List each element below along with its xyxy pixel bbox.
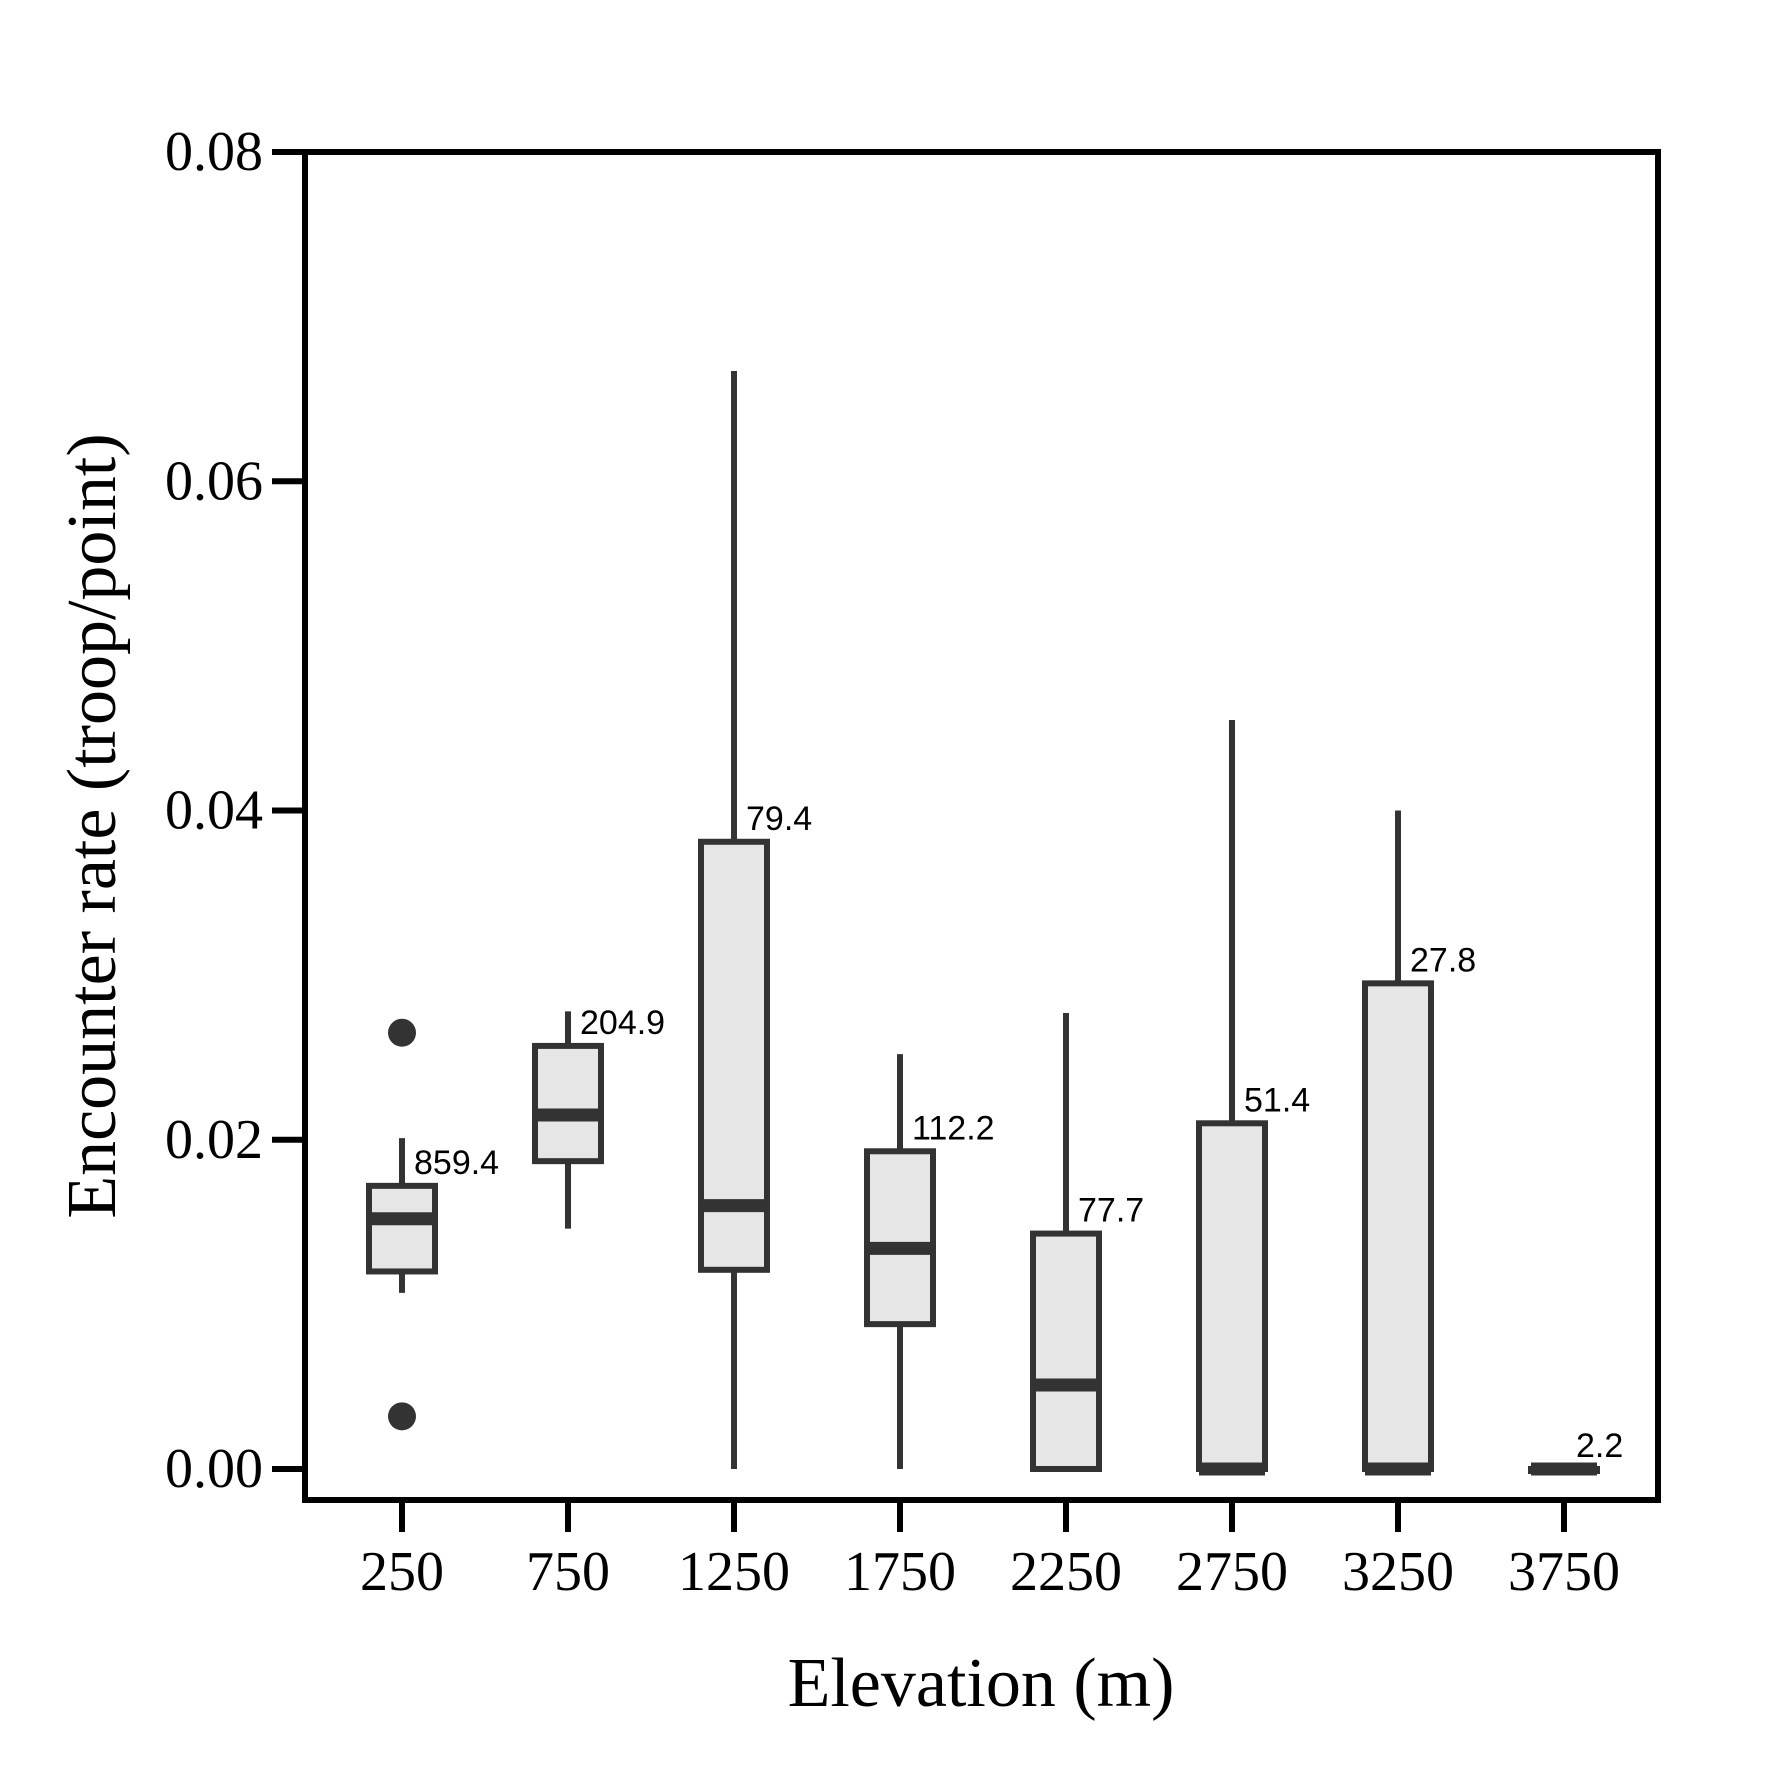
- box-3750: 2.2: [1528, 1427, 1623, 1476]
- box-1250: 79.4: [698, 370, 812, 1469]
- y-tick-label: 0.04: [165, 780, 263, 842]
- box-250: 859.4: [366, 1018, 499, 1431]
- data-label: 79.4: [746, 800, 812, 838]
- data-label: 204.9: [580, 1004, 665, 1042]
- y-tick-label: 0.08: [165, 121, 263, 183]
- y-axis: 0.00 0.02 0.04 0.06 0.08: [165, 121, 305, 1500]
- x-tick-label: 2250: [1010, 1541, 1122, 1603]
- outlier-point: [388, 1402, 416, 1431]
- y-tick-label: 0.06: [165, 450, 263, 512]
- x-tick-label: 2750: [1176, 1541, 1288, 1603]
- box-body: [864, 1148, 936, 1328]
- data-label: 859.4: [414, 1144, 499, 1182]
- y-tick-label: 0.00: [165, 1438, 263, 1500]
- box-body: [1362, 980, 1434, 1472]
- x-tick-label: 1250: [678, 1541, 790, 1603]
- y-axis-title: Encounter rate (troop/point): [54, 433, 131, 1218]
- x-axis: 250 750 1250 1750 2250 2750 3250 3750: [360, 1500, 1620, 1603]
- box-1750: 112.2: [864, 1054, 995, 1469]
- box-2250: 77.7: [1030, 1012, 1144, 1473]
- x-tick-label: 3250: [1342, 1541, 1454, 1603]
- data-label: 77.7: [1078, 1192, 1144, 1230]
- box-2750: 51.4: [1196, 719, 1310, 1476]
- outlier-point: [388, 1018, 416, 1047]
- x-tick-label: 3750: [1508, 1541, 1620, 1603]
- box-body: [366, 1182, 438, 1275]
- box-3250: 27.8: [1362, 810, 1476, 1476]
- box-body: [698, 838, 770, 1273]
- boxes-layer: 859.4 204.9 79.4 112.2 77.7 51.4 27.8 2.2: [366, 370, 1623, 1476]
- box-750: 204.9: [532, 1004, 665, 1229]
- x-tick-label: 250: [360, 1541, 444, 1603]
- data-label: 112.2: [912, 1109, 995, 1147]
- box-body: [1030, 1230, 1102, 1473]
- x-axis-title: Elevation (m): [788, 1645, 1175, 1722]
- x-tick-label: 1750: [844, 1541, 956, 1603]
- y-tick-label: 0.02: [165, 1109, 263, 1171]
- data-label: 51.4: [1244, 1081, 1310, 1119]
- plot-frame: [302, 149, 1661, 1503]
- box-body: [1196, 1120, 1268, 1472]
- data-label: 2.2: [1576, 1427, 1623, 1465]
- data-label: 27.8: [1410, 941, 1476, 979]
- box-body: [532, 1042, 604, 1165]
- x-tick-label: 750: [526, 1541, 610, 1603]
